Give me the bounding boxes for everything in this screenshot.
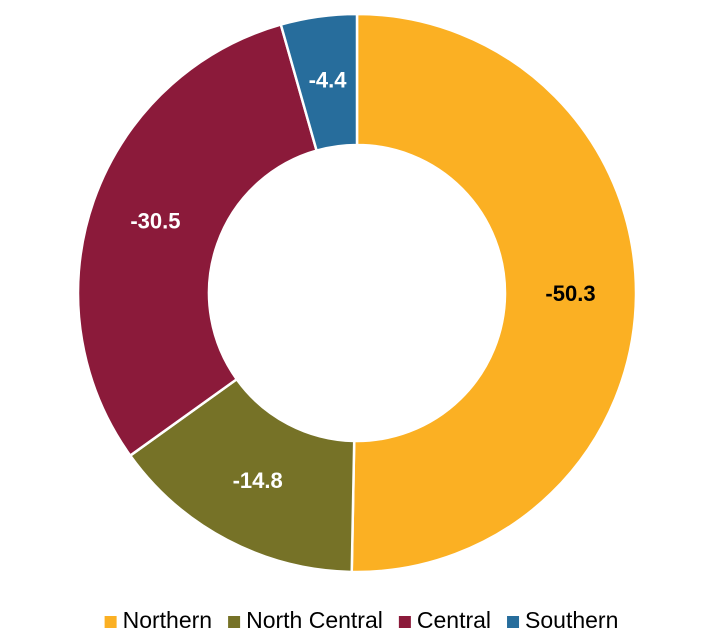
legend-label: Central [417,607,491,633]
legend-label: Southern [525,607,618,633]
legend-label: Northern [123,607,212,633]
legend: Northern North Central Central Southern [104,607,618,633]
slice [350,12,638,574]
data-label: -50.3 [545,281,595,306]
slice [76,23,319,458]
legend-swatch [228,616,241,628]
data-label: -30.5 [130,208,180,233]
legend-label: North Central [246,607,383,633]
data-label: -4.4 [309,67,348,92]
legend-swatch [507,616,520,628]
slice [128,377,356,574]
legend-swatch [398,616,411,628]
legend-swatch [104,616,117,628]
slice [279,12,359,153]
data-label: -14.8 [233,468,283,493]
